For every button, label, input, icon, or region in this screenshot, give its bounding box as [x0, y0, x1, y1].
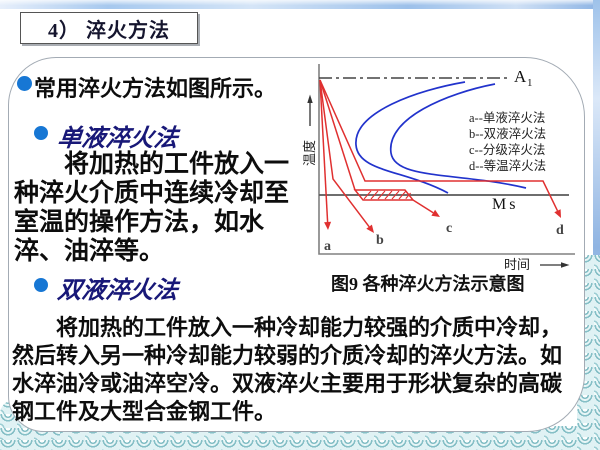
section2-body: 将加热的工件放入一种冷却能力较强的介质中冷却，然后转入另一种冷却能力较弱的介质冷…: [12, 315, 563, 424]
curve-letter-labels: a b c d: [324, 221, 564, 254]
x-axis-arrowhead-icon: [561, 262, 570, 268]
legend-item-b: b--双液淬火法: [469, 126, 546, 141]
bullet-icon: [17, 76, 32, 91]
arrowhead-a-icon: [324, 221, 332, 230]
legend-item-a: a--单液淬火法: [469, 110, 545, 125]
a1-label-subscript: 1: [527, 77, 533, 89]
x-axis-label: 时间: [504, 257, 530, 272]
bullet-icon: [34, 126, 48, 140]
axes: [318, 64, 575, 255]
figure-caption: 图9 各种淬火方法示意图: [331, 274, 525, 294]
y-axis-label-group: 温度: [302, 94, 317, 166]
arrowhead-b-icon: [366, 224, 374, 233]
a1-label: A: [514, 67, 527, 86]
y-axis-label: 温度: [302, 140, 317, 166]
transition-band-outline: [353, 189, 415, 201]
arrowhead-c-icon: [431, 209, 440, 217]
y-axis-arrowhead-icon: [307, 94, 313, 103]
curve-label-d: d: [556, 223, 564, 238]
slide-title: 4） 淬火方法: [48, 19, 170, 42]
cooling-curves: [319, 79, 559, 228]
figure-quench-methods: 温度 A 1 Ms: [293, 60, 588, 300]
cooling-curve-c-exit: [412, 199, 434, 214]
section1-heading: 单液淬火法: [56, 126, 179, 152]
section2-heading-row: 双液淬火法: [34, 270, 179, 305]
slide-title-box: 4） 淬火方法: [20, 12, 198, 44]
quench-diagram: 温度 A 1 Ms: [302, 64, 575, 272]
figure-legend: a--单液淬火法 b--双液淬火法 c--分级淬火法 d--等温淬火法: [469, 110, 546, 173]
cooling-curve-b: [319, 79, 370, 228]
section1-body: 将加热的工件放入一种淬火介质中连续冷却至室温的操作方法，如水淬、油淬等。: [14, 151, 290, 265]
section1-heading-row: 单液淬火法: [34, 118, 179, 153]
curve-label-a: a: [324, 239, 331, 254]
cooling-curve-d: [319, 79, 559, 212]
cooling-curve-c-descent: [319, 79, 356, 191]
content-panel: 常用淬火方法如图所示。 单液淬火法 将加热的工件放入一种淬火介质中连续冷却至室温…: [8, 57, 585, 432]
bullet-icon: [34, 278, 48, 292]
intro-line: 常用淬火方法如图所示。: [17, 71, 276, 103]
section2-heading: 双液淬火法: [56, 278, 179, 304]
curve-label-b: b: [376, 233, 384, 248]
ms-label: Ms: [492, 196, 518, 213]
cooling-curve-a: [319, 79, 329, 223]
legend-item-d: d--等温淬火法: [469, 158, 546, 173]
transition-band-hatch: [363, 190, 412, 200]
ttt-curve-inner: [355, 81, 466, 194]
intro-text: 常用淬火方法如图所示。: [34, 76, 277, 101]
ttt-curve-outer: [390, 83, 527, 189]
right-gradient-bar: [593, 0, 600, 450]
top-gradient-bar: [0, 0, 600, 9]
curve-label-c: c: [446, 221, 452, 236]
cooling-curve-arrowheads: [324, 209, 561, 233]
legend-item-c: c--分级淬火法: [469, 142, 545, 157]
arrowhead-d-icon: [554, 209, 561, 218]
